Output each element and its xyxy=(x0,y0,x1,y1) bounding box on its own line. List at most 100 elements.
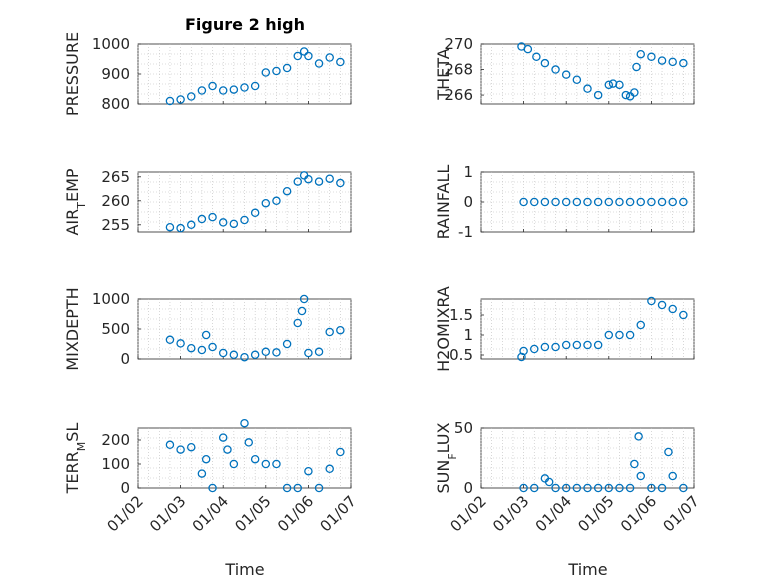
data-point-pressure xyxy=(186,92,196,101)
data-point-sun_flux xyxy=(551,483,560,493)
data-point-air_temp xyxy=(229,219,239,229)
data-point-mixdepth xyxy=(272,348,281,357)
data-point-mixdepth xyxy=(197,345,207,355)
data-point-air_temp xyxy=(250,208,260,218)
data-point-theta xyxy=(604,80,614,90)
data-point-sun_flux xyxy=(572,483,582,493)
data-point-sun_flux xyxy=(630,459,639,469)
data-point-air_temp xyxy=(208,212,217,222)
y-tick-label: 1 xyxy=(463,326,473,344)
y-tick-label: 1000 xyxy=(92,290,130,308)
data-point-terr_msl xyxy=(186,442,196,452)
y-tick-label: 1 xyxy=(463,163,473,181)
data-point-terr_msl xyxy=(240,418,249,428)
data-point-mixdepth xyxy=(314,347,324,357)
y-axis-label-theta: THETA xyxy=(434,48,453,100)
y-axis-label-h2omixra: H2OMIXRA xyxy=(434,286,453,372)
data-point-mixdepth xyxy=(282,339,292,349)
data-point-mixdepth xyxy=(304,348,313,358)
data-point-h2omixra xyxy=(668,304,677,314)
data-point-h2omixra xyxy=(679,310,688,320)
data-point-pressure xyxy=(261,68,271,77)
data-point-theta xyxy=(615,80,624,90)
data-point-theta xyxy=(551,65,560,74)
data-point-mixdepth xyxy=(176,339,185,348)
data-point-rainfall xyxy=(625,197,635,207)
data-point-h2omixra xyxy=(625,330,635,340)
data-point-h2omixra xyxy=(519,346,528,356)
data-point-mixdepth xyxy=(261,347,271,357)
y-tick-label: 900 xyxy=(101,65,130,83)
data-point-h2omixra xyxy=(615,330,624,340)
y-axis-label-pressure: PRESSURE xyxy=(63,32,82,116)
y-axis-label-air_temp: AIRTEMP xyxy=(63,168,88,235)
data-point-theta xyxy=(679,58,688,68)
data-point-terr_msl xyxy=(325,464,334,474)
data-point-sun_flux xyxy=(647,483,656,493)
data-point-mixdepth xyxy=(218,348,228,358)
data-point-air_temp xyxy=(261,198,271,208)
data-point-air_temp xyxy=(218,218,228,227)
data-point-theta xyxy=(668,57,677,67)
data-point-sun_flux xyxy=(544,477,554,487)
y-tick-label: 265 xyxy=(101,168,130,186)
data-point-mixdepth xyxy=(208,342,217,352)
subplot-air_temp: 255 260 265 AIRTEMP xyxy=(63,168,352,236)
data-point-sun_flux xyxy=(519,483,528,493)
data-point-mixdepth xyxy=(240,352,249,362)
data-point-terr_msl xyxy=(304,466,313,476)
data-point-pressure xyxy=(325,53,334,62)
data-point-pressure xyxy=(336,57,345,67)
data-point-rainfall xyxy=(647,197,656,207)
y-tick-label: 0 xyxy=(463,193,473,211)
data-point-h2omixra xyxy=(583,340,592,350)
data-point-mixdepth xyxy=(229,350,239,360)
data-point-rainfall xyxy=(561,197,571,207)
data-point-theta xyxy=(540,58,550,68)
subplot-mixdepth: 0 500 1000 MIXDEPTH xyxy=(63,287,352,371)
data-point-terr_msl xyxy=(165,440,175,450)
y-tick-label: 0 xyxy=(120,479,130,497)
data-point-mixdepth xyxy=(293,318,302,328)
data-point-mixdepth xyxy=(299,294,309,304)
data-point-air_temp xyxy=(165,222,175,232)
data-point-terr_msl xyxy=(218,433,228,442)
data-point-rainfall xyxy=(540,197,550,207)
data-point-theta xyxy=(636,49,646,59)
data-point-rainfall xyxy=(572,197,582,207)
data-point-theta xyxy=(561,70,571,79)
subplot-rainfall: -1 0 1 RAINFALL xyxy=(434,163,695,241)
data-point-sun_flux xyxy=(664,447,673,457)
data-point-terr_msl xyxy=(261,459,271,469)
data-point-terr_msl xyxy=(314,483,324,493)
data-point-theta xyxy=(630,88,639,97)
y-tick-label: 1.5 xyxy=(449,306,473,324)
y-tick-label: 1000 xyxy=(92,35,130,53)
data-point-air_temp xyxy=(336,178,345,188)
data-point-air_temp xyxy=(272,196,281,206)
y-tick-label: 268 xyxy=(444,61,473,79)
y-axis-label-terr_msl: TERRMSL xyxy=(63,423,88,495)
data-point-sun_flux xyxy=(604,483,614,493)
data-point-rainfall xyxy=(657,197,667,207)
data-point-mixdepth xyxy=(325,327,334,337)
data-point-pressure xyxy=(218,86,228,95)
y-tick-label: 266 xyxy=(444,86,473,104)
y-tick-label: 200 xyxy=(101,431,130,449)
chart-title: Figure 2 high xyxy=(185,15,305,34)
data-point-h2omixra xyxy=(551,342,560,352)
y-axis-label-sun_flux: SUNFLUX xyxy=(434,422,459,493)
data-point-rainfall xyxy=(530,197,539,207)
data-point-terr_msl xyxy=(197,469,207,478)
data-point-rainfall xyxy=(668,197,677,207)
data-point-theta xyxy=(657,56,667,65)
data-point-rainfall xyxy=(679,197,688,207)
data-point-rainfall xyxy=(593,197,603,207)
data-point-terr_msl xyxy=(229,459,239,469)
data-point-pressure xyxy=(299,47,309,56)
data-point-pressure xyxy=(229,85,239,94)
data-point-terr_msl xyxy=(176,445,185,454)
data-point-mixdepth xyxy=(201,330,211,340)
data-point-rainfall xyxy=(519,197,528,207)
